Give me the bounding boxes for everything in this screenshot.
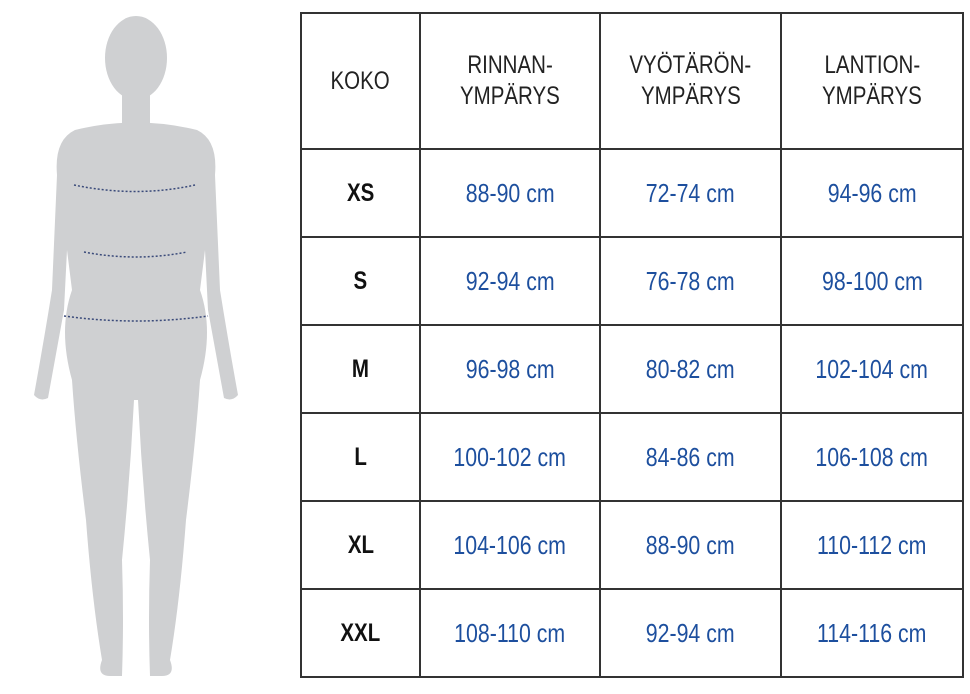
chest-cell: 104-106 cm bbox=[419, 500, 601, 590]
hip-cell: 102-104 cm bbox=[780, 324, 964, 414]
hip-cell: 106-108 cm bbox=[780, 412, 964, 502]
chest-cell: 88-90 cm bbox=[419, 148, 601, 238]
table-row: XS 88-90 cm 72-74 cm 94-96 cm bbox=[300, 148, 964, 238]
table-row: L 100-102 cm 84-86 cm 106-108 cm bbox=[300, 412, 964, 502]
chest-cell: 108-110 cm bbox=[419, 588, 601, 678]
chest-cell: 100-102 cm bbox=[419, 412, 601, 502]
chest-cell: 92-94 cm bbox=[419, 236, 601, 326]
size-cell: M bbox=[300, 324, 421, 414]
size-cell: XS bbox=[300, 148, 421, 238]
female-body-silhouette-icon bbox=[34, 16, 238, 676]
size-cell: XL bbox=[300, 500, 421, 590]
table-row: XXL 108-110 cm 92-94 cm 114-116 cm bbox=[300, 588, 964, 678]
waist-cell: 92-94 cm bbox=[599, 588, 782, 678]
waist-cell: 72-74 cm bbox=[599, 148, 782, 238]
size-cell: XXL bbox=[300, 588, 421, 678]
header-chest: RINNAN- YMPÄRYS bbox=[419, 12, 601, 150]
size-cell: L bbox=[300, 412, 421, 502]
hip-cell: 98-100 cm bbox=[780, 236, 964, 326]
waist-cell: 80-82 cm bbox=[599, 324, 782, 414]
chest-cell: 96-98 cm bbox=[419, 324, 601, 414]
hip-cell: 110-112 cm bbox=[780, 500, 964, 590]
header-waist: VYÖTÄRÖN- YMPÄRYS bbox=[599, 12, 782, 150]
hip-cell: 114-116 cm bbox=[780, 588, 964, 678]
waist-cell: 84-86 cm bbox=[599, 412, 782, 502]
table-row: XL 104-106 cm 88-90 cm 110-112 cm bbox=[300, 500, 964, 590]
waist-cell: 76-78 cm bbox=[599, 236, 782, 326]
table-row: S 92-94 cm 76-78 cm 98-100 cm bbox=[300, 236, 964, 326]
size-cell: S bbox=[300, 236, 421, 326]
hip-cell: 94-96 cm bbox=[780, 148, 964, 238]
header-hip: LANTION- YMPÄRYS bbox=[780, 12, 964, 150]
header-row: KOKO RINNAN- YMPÄRYS VYÖTÄRÖN- YMPÄRYS LAN… bbox=[300, 12, 964, 150]
waist-cell: 88-90 cm bbox=[599, 500, 782, 590]
size-chart-table: KOKO RINNAN- YMPÄRYS VYÖTÄRÖN- YMPÄRYS LAN… bbox=[300, 12, 964, 678]
table-row: M 96-98 cm 80-82 cm 102-104 cm bbox=[300, 324, 964, 414]
header-size: KOKO bbox=[300, 12, 421, 150]
